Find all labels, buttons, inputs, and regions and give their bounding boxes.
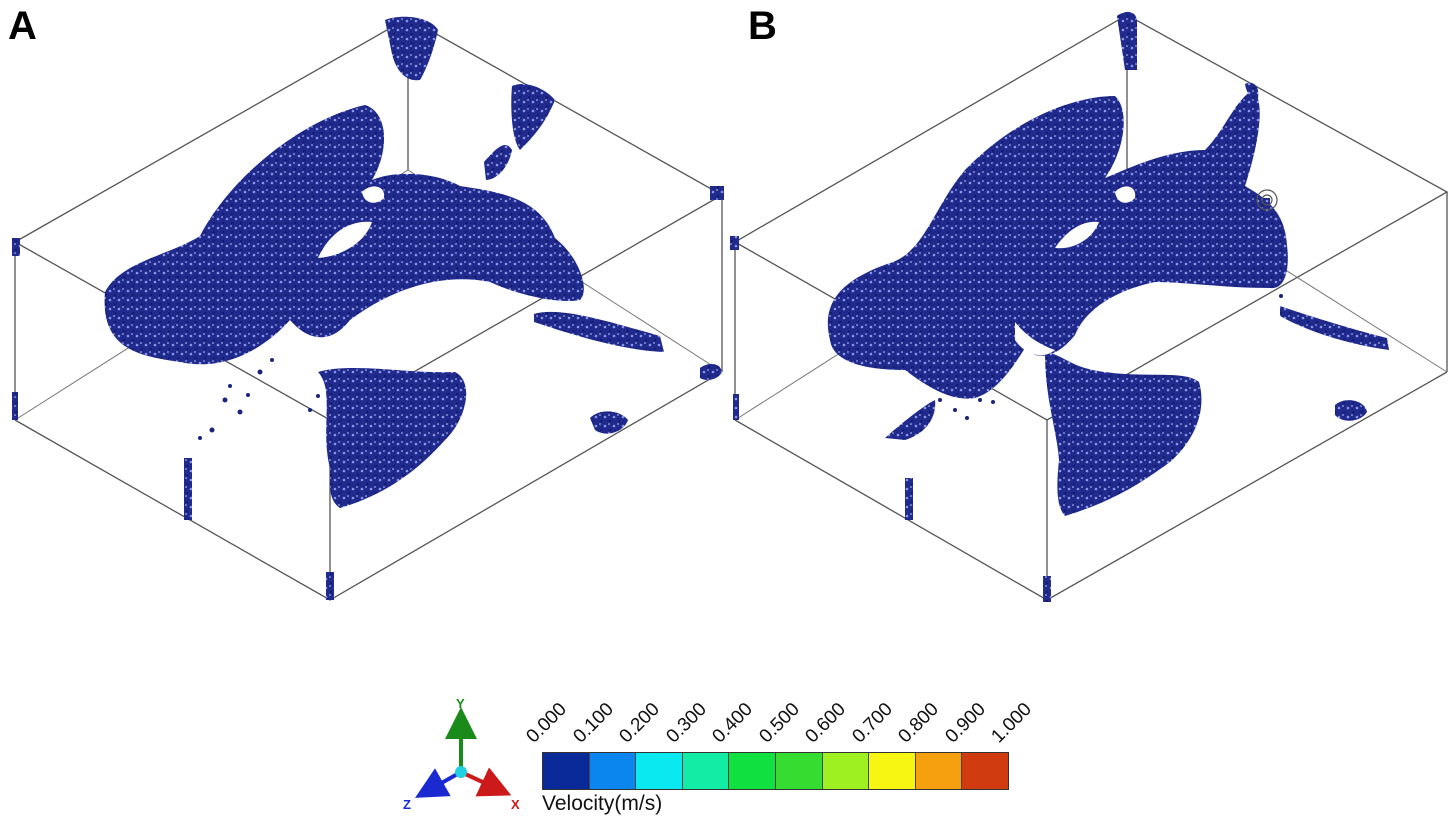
colorbar-tick-label: 0.800 [894, 698, 943, 748]
colorbar-segment [961, 753, 1008, 789]
colorbar-title: Velocity(m/s) [542, 792, 663, 815]
z-axis-label: Z [403, 797, 411, 812]
colorbar [542, 752, 1009, 790]
y-axis-label: Y [456, 696, 465, 711]
panel-label-a: A [8, 4, 37, 48]
colorbar-tick-label: 0.700 [847, 698, 897, 748]
colorbar-segment [914, 753, 962, 789]
colorbar-tick-label: 0.400 [708, 698, 757, 748]
particle-cloud-b [730, 11, 1389, 602]
colorbar-tick-label: 0.300 [661, 698, 711, 748]
colorbar-segment [588, 753, 636, 789]
scattered-particles-a [198, 358, 320, 440]
colorbar-segment [681, 753, 729, 789]
z-axis-arrow [415, 768, 462, 798]
colorbar-segment [774, 753, 822, 789]
x-axis-label: X [511, 797, 520, 812]
colorbar-segment [821, 753, 869, 789]
colorbar-segment [728, 753, 775, 789]
x-axis-arrow [460, 767, 512, 797]
colorbar-tick-label: 0.600 [801, 698, 850, 748]
panel-b-visualization [730, 11, 1449, 602]
colorbar-tick-label: 0.500 [754, 698, 804, 748]
colorbar-tick-label: 0.900 [940, 698, 990, 748]
cloud-gaps-a [318, 186, 385, 258]
scattered-particles-b [938, 294, 1283, 420]
colorbar-tick-label: 1.000 [987, 698, 1036, 748]
axes-triad [415, 707, 512, 798]
panel-label-b: B [748, 4, 777, 48]
colorbar-tick-label: 0.100 [568, 698, 618, 748]
particle-marker-b [1256, 189, 1278, 211]
colorbar-segment [543, 753, 589, 789]
axes-origin [455, 766, 467, 778]
colorbar-tick-label: 0.200 [615, 698, 664, 748]
panel-a-visualization [12, 16, 724, 601]
cloud-gaps-b [1015, 186, 1136, 356]
particle-cloud-a [12, 16, 724, 600]
colorbar-segment [635, 753, 682, 789]
colorbar-segment [868, 753, 915, 789]
